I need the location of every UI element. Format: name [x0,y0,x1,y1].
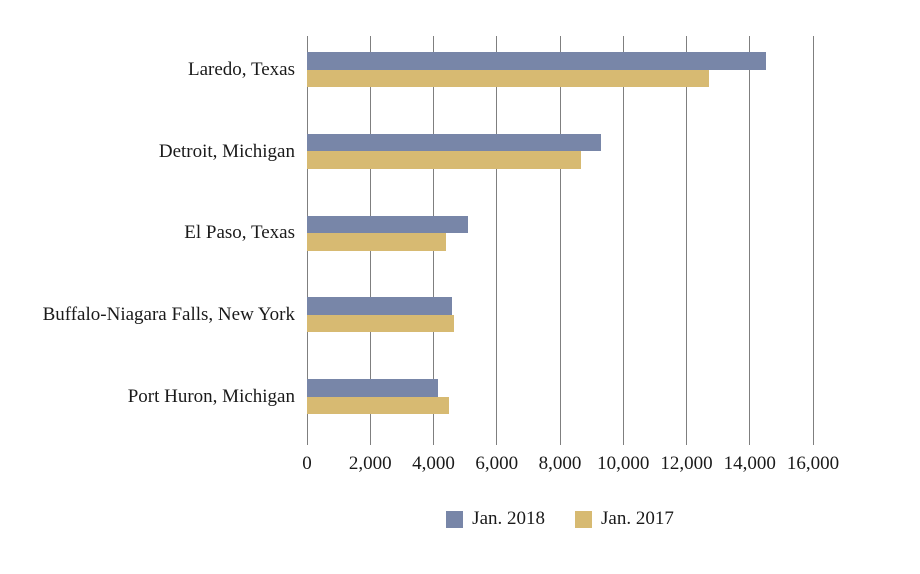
bar-jan-2017 [307,233,447,251]
category-band [307,281,813,363]
legend-label: Jan. 2017 [601,508,674,529]
category-label: El Paso, Texas [184,222,295,244]
x-tick-label: 4,000 [412,453,455,474]
plot-area [306,36,814,445]
bar-jan-2018 [307,297,453,315]
legend-swatch-icon [446,510,464,528]
category-band [307,118,813,200]
gridline-x-16000 [812,36,814,445]
category-label: Detroit, Michigan [158,140,295,162]
x-tick-label: 2,000 [348,453,392,474]
legend-item: Jan. 2017 [575,508,674,530]
legend-label: Jan. 2018 [472,508,545,529]
bar-jan-2018 [307,215,469,234]
bar-jan-2018 [307,379,439,397]
bar-jan-2017 [307,314,455,333]
category-band [307,200,813,282]
category-label: Buffalo-Niagara Falls, New York [42,304,295,326]
gridline-x-12000 [686,36,687,445]
legend-swatch-icon [575,510,592,528]
x-tick-label: 14,000 [723,453,776,474]
legend: Jan. 2018 Jan. 2017 [307,508,813,530]
x-tick-label: 10,000 [597,453,650,474]
category-band [307,363,813,445]
category-band [307,36,813,118]
category-label: Laredo, Texas [188,58,295,80]
bar-jan-2017 [307,151,581,169]
bar-jan-2018 [307,133,602,152]
gridline-x-6000 [496,36,498,445]
x-tick-label: 8,000 [538,453,582,474]
x-tick-label: 16,000 [786,453,840,474]
gridline-x-14000 [749,36,751,445]
bar-jan-2018 [307,52,766,70]
category-axis-labels: Laredo, Texas Detroit, Michigan El Paso, T… [0,36,295,445]
bar-jan-2017 [307,69,709,87]
gridline-x-8000 [559,36,561,445]
legend-item: Jan. 2018 [446,508,545,530]
x-tick-label: 0 [302,453,312,474]
gridline-x-10000 [622,36,624,445]
bar-jan-2017 [307,396,449,415]
x-tick-label: 12,000 [660,453,713,474]
x-axis-tick-labels: 0 2,000 4,000 6,000 8,000 10,000 12,000 14,000 1… [302,453,839,479]
x-tick-label: 6,000 [475,453,519,474]
category-label: Port Huron, Michigan [127,386,295,408]
